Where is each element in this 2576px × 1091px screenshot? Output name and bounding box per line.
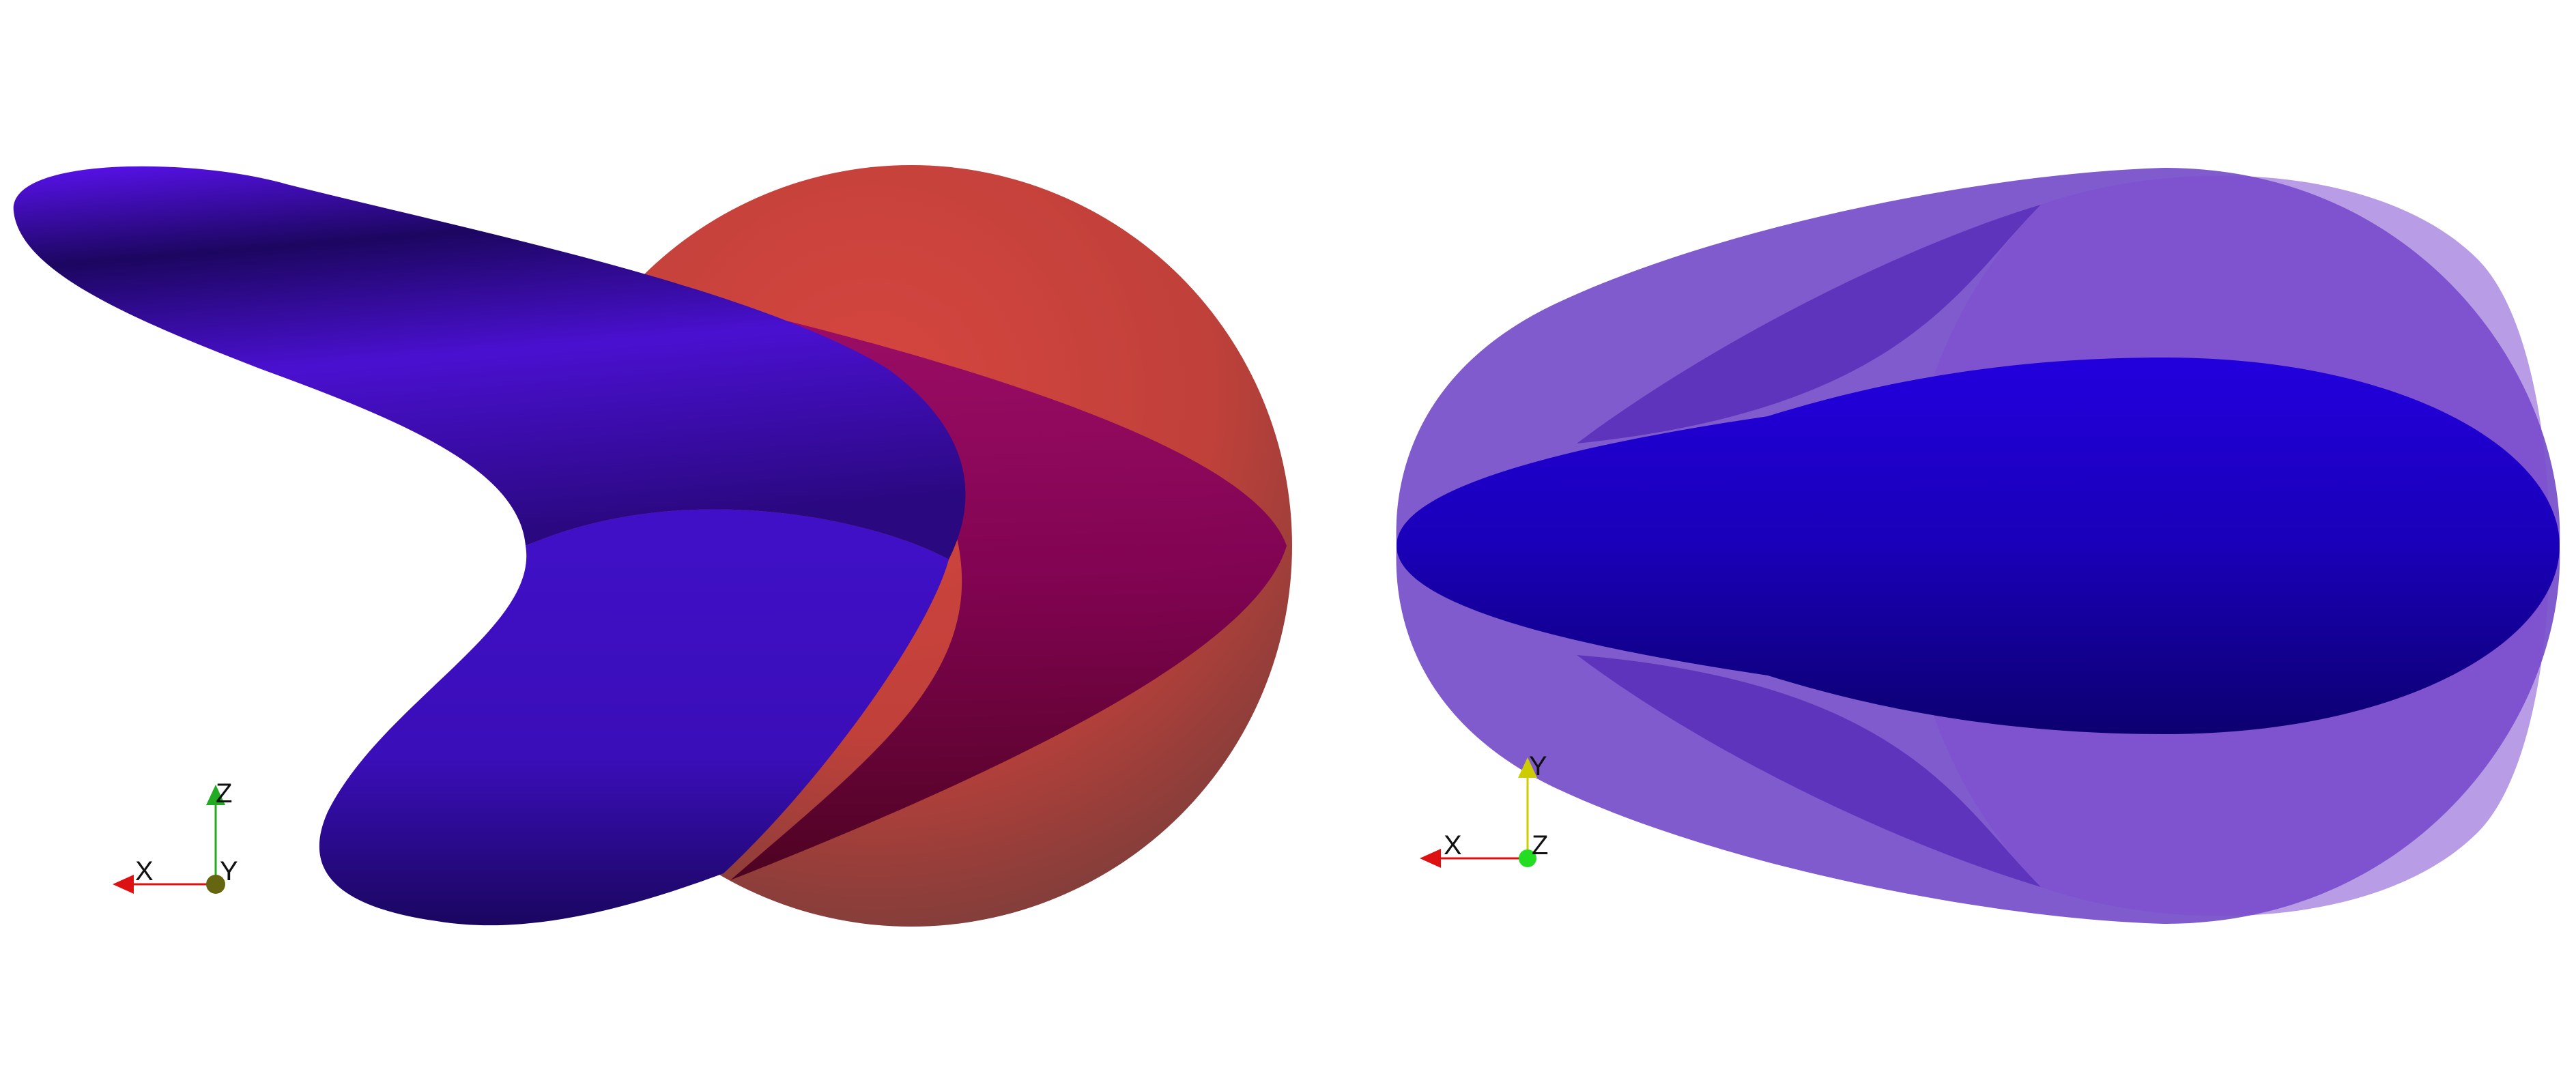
left-3d-viewport[interactable]: X Z Y [0, 0, 1358, 1091]
boomerang-inside-sphere [642, 287, 1287, 880]
boomerang-upper-arm [13, 166, 966, 559]
y-axis-label: Y [220, 856, 238, 886]
x-axis-label: X [135, 856, 154, 886]
z-axis-label-right: Z [1532, 830, 1548, 860]
inner-ellipsoid [1397, 358, 2560, 734]
axis-triad-left: X Z Y [113, 779, 238, 894]
axis-triad-right: X Y Z [1420, 751, 1548, 868]
left-render: X Z Y [13, 165, 1292, 927]
x-axis-label-right: X [1444, 830, 1462, 860]
right-render: X Y Z [1396, 168, 2560, 924]
z-axis-label: Z [216, 779, 232, 809]
y-axis-label-right: Y [1529, 751, 1547, 781]
outer-shell-cone-band-lower [1577, 655, 2041, 887]
boomerang-lower-arm [319, 509, 949, 926]
outer-shell-cone-band [1577, 205, 2041, 443]
right-3d-viewport[interactable]: X Y Z [1358, 0, 2576, 1091]
